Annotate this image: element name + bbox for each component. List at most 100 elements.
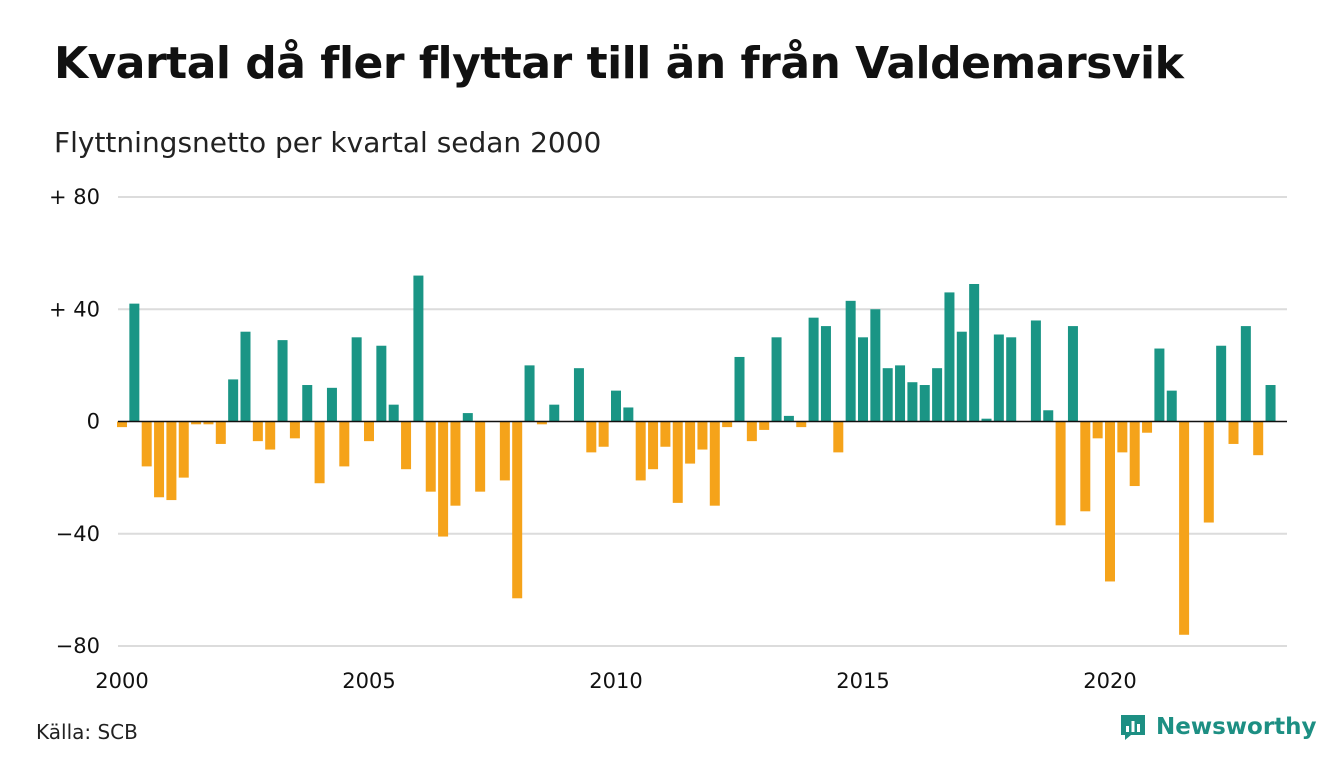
bar-2000K4 bbox=[154, 421, 165, 498]
bar-2006K4 bbox=[450, 421, 461, 506]
bar-2011K3 bbox=[685, 421, 696, 464]
bar-2012K3 bbox=[734, 356, 745, 422]
bar-2013K4 bbox=[796, 421, 807, 428]
bar-2001K4 bbox=[203, 421, 214, 425]
bar-2002K4 bbox=[252, 421, 263, 442]
bar-2003K4 bbox=[302, 385, 313, 422]
bar-2018K1 bbox=[1006, 337, 1017, 422]
bar-2010K3 bbox=[635, 421, 646, 481]
bar-2008K4 bbox=[549, 404, 560, 422]
bar-2012K4 bbox=[746, 421, 757, 442]
bar-2007K2 bbox=[475, 421, 486, 492]
bar-2015K1 bbox=[858, 337, 868, 422]
bar-2015K2 bbox=[870, 309, 881, 422]
bar-2019K1 bbox=[1055, 421, 1066, 526]
bar-2011K1 bbox=[660, 421, 671, 447]
x-tick-label: 2015 bbox=[836, 669, 889, 693]
bar-2010K4 bbox=[648, 421, 659, 470]
bar-2017K4 bbox=[993, 334, 1004, 422]
bar-2015K4 bbox=[895, 365, 906, 422]
bar-2012K1 bbox=[709, 421, 720, 506]
bar-2020K3 bbox=[1129, 421, 1140, 487]
bar-2010K1 bbox=[611, 390, 621, 422]
bar-2008K2 bbox=[524, 365, 535, 422]
bar-2012K2 bbox=[722, 421, 733, 428]
bar-2020K4 bbox=[1142, 421, 1153, 433]
bar-2004K1 bbox=[314, 421, 325, 484]
bar-2003K1 bbox=[265, 421, 276, 450]
bar-2016K4 bbox=[944, 292, 955, 422]
bar-2014K1 bbox=[808, 317, 819, 422]
bar-2001K2 bbox=[178, 421, 189, 478]
bar-2008K1 bbox=[512, 421, 523, 599]
bar-2009K4 bbox=[598, 421, 609, 447]
bar-2014K3 bbox=[833, 421, 844, 453]
bar-2003K2 bbox=[277, 340, 288, 422]
bar-2009K2 bbox=[573, 368, 584, 422]
bar-2018K4 bbox=[1043, 410, 1054, 422]
y-tick-label: −40 bbox=[56, 522, 100, 546]
y-tick-label: + 40 bbox=[49, 297, 100, 321]
bar-2002K3 bbox=[240, 331, 251, 422]
x-tick-label: 2010 bbox=[589, 669, 642, 693]
bars bbox=[117, 275, 1276, 635]
bar-2007K4 bbox=[499, 421, 510, 481]
gridlines bbox=[118, 196, 1287, 647]
bar-2020K2 bbox=[1117, 421, 1128, 453]
bar-2014K2 bbox=[820, 326, 831, 422]
brand-logo: Newsworthy bbox=[1118, 712, 1317, 742]
brand-name: Newsworthy bbox=[1156, 714, 1317, 740]
bar-2021K1 bbox=[1154, 348, 1165, 422]
y-tick-label: −80 bbox=[56, 634, 100, 658]
bar-2001K1 bbox=[166, 421, 177, 501]
bar-2004K3 bbox=[339, 421, 350, 467]
bar-2018K3 bbox=[1030, 320, 1041, 422]
bar-2001K3 bbox=[191, 421, 202, 425]
x-tick-label: 2020 bbox=[1083, 669, 1136, 693]
bar-2006K1 bbox=[413, 275, 424, 422]
bar-2019K3 bbox=[1080, 421, 1091, 512]
bar-2023K1 bbox=[1253, 421, 1264, 456]
bar-2005K1 bbox=[364, 421, 374, 442]
bar-2011K4 bbox=[697, 421, 708, 450]
bar-2000K2 bbox=[129, 303, 140, 422]
source-note: Källa: SCB bbox=[36, 720, 138, 744]
bar-2000K1 bbox=[117, 421, 127, 428]
bar-2005K4 bbox=[401, 421, 412, 470]
bar-2020K1 bbox=[1105, 421, 1115, 582]
y-tick-label: + 80 bbox=[49, 185, 100, 209]
chart-title: Kvartal då fler flyttar till än från Val… bbox=[54, 38, 1184, 89]
bar-2022K4 bbox=[1240, 326, 1251, 422]
bar-2022K3 bbox=[1228, 421, 1239, 444]
bar-2007K1 bbox=[462, 413, 473, 422]
bar-2019K2 bbox=[1067, 326, 1078, 422]
bar-2008K3 bbox=[536, 421, 547, 425]
bar-2004K4 bbox=[351, 337, 362, 422]
bar-2002K2 bbox=[228, 379, 239, 422]
bar-2013K2 bbox=[771, 337, 782, 422]
chart-subtitle: Flyttningsnetto per kvartal sedan 2000 bbox=[54, 126, 602, 159]
bar-2023K2 bbox=[1265, 385, 1276, 422]
bar-2003K3 bbox=[289, 421, 300, 439]
bar-2006K3 bbox=[438, 421, 449, 537]
y-tick-label: 0 bbox=[87, 410, 100, 434]
bar-2016K2 bbox=[919, 385, 930, 422]
bar-2013K3 bbox=[783, 415, 794, 422]
bar-2006K2 bbox=[425, 421, 436, 492]
bar-2019K4 bbox=[1092, 421, 1103, 439]
bar-2013K1 bbox=[759, 421, 770, 430]
bar-2017K3 bbox=[981, 418, 992, 422]
bar-2022K2 bbox=[1216, 345, 1227, 422]
bar-2010K2 bbox=[623, 407, 634, 422]
x-tick-label: 2000 bbox=[95, 669, 148, 693]
bar-2022K1 bbox=[1203, 421, 1214, 523]
bar-2002K1 bbox=[215, 421, 226, 444]
bar-2015K3 bbox=[882, 368, 893, 422]
bar-2005K2 bbox=[376, 345, 387, 422]
bar-2011K2 bbox=[672, 421, 683, 503]
axes: + 80 + 40 0 −40 −80 2000 2005 2010 2015 2020 bbox=[49, 185, 1287, 693]
bar-2021K3 bbox=[1179, 421, 1190, 635]
x-tick-label: 2005 bbox=[342, 669, 395, 693]
bar-2017K1 bbox=[956, 331, 967, 422]
